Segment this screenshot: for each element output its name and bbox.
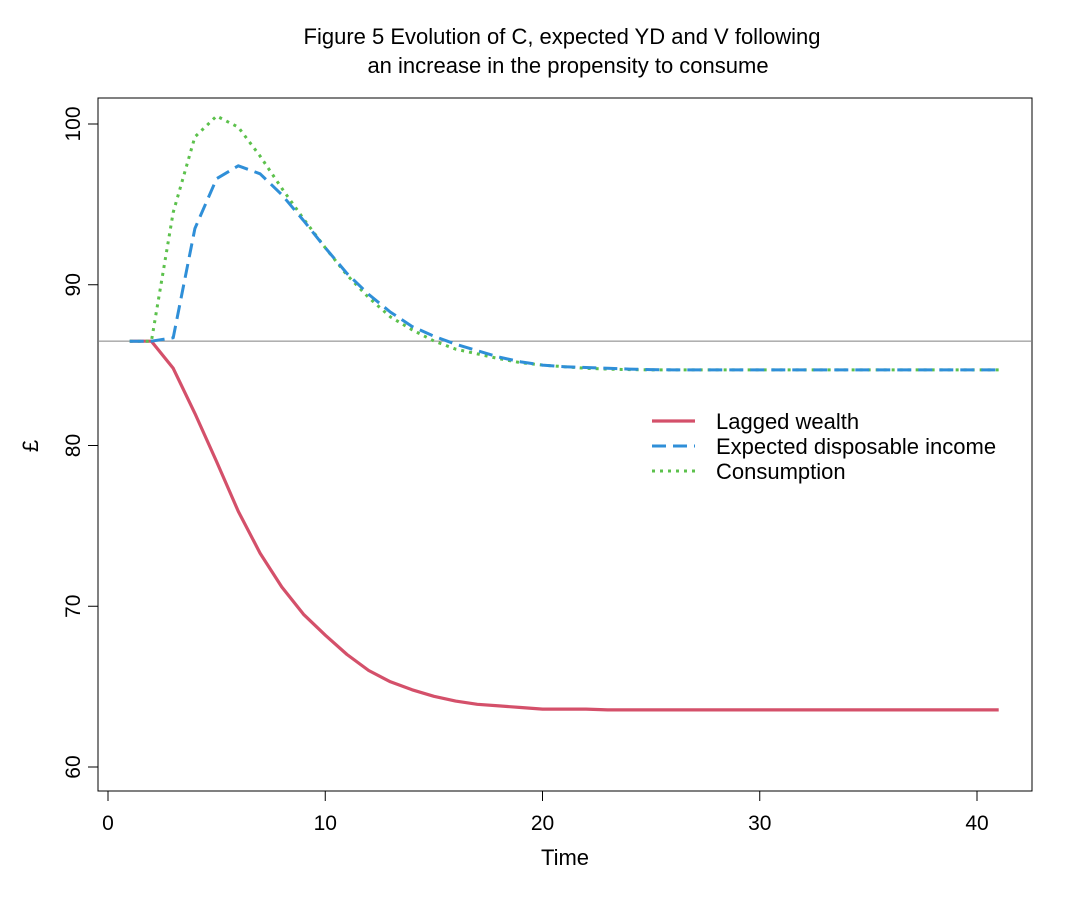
series-line-consumption <box>129 114 999 372</box>
x-tick-label: 10 <box>314 812 337 835</box>
legend-label: Consumption <box>716 459 846 484</box>
y-axis: 60 70 80 90 100 <box>62 106 99 779</box>
x-tick-label: 30 <box>748 812 771 835</box>
series-line-lagged-wealth <box>129 339 999 712</box>
chart-title: Figure 5 Evolution of C, expected YD and… <box>304 24 821 49</box>
legend-label: Lagged wealth <box>716 409 859 434</box>
x-axis: 0 10 20 30 40 <box>102 790 989 835</box>
x-tick-label: 40 <box>965 812 988 835</box>
chart-subtitle: an increase in the propensity to consume <box>367 53 768 78</box>
series-group <box>129 114 999 712</box>
y-tick-label: 80 <box>62 434 85 457</box>
y-tick-label: 100 <box>62 106 85 141</box>
x-tick-label: 20 <box>531 812 554 835</box>
series-line-expected-disposable-income <box>129 164 999 372</box>
y-tick-label: 60 <box>62 755 85 778</box>
y-tick-label: 70 <box>62 595 85 618</box>
x-axis-label: Time <box>541 845 589 870</box>
x-tick-label: 0 <box>102 812 114 835</box>
y-axis-label: £ <box>18 440 43 452</box>
legend-label: Expected disposable income <box>716 434 996 459</box>
y-tick-label: 90 <box>62 273 85 296</box>
